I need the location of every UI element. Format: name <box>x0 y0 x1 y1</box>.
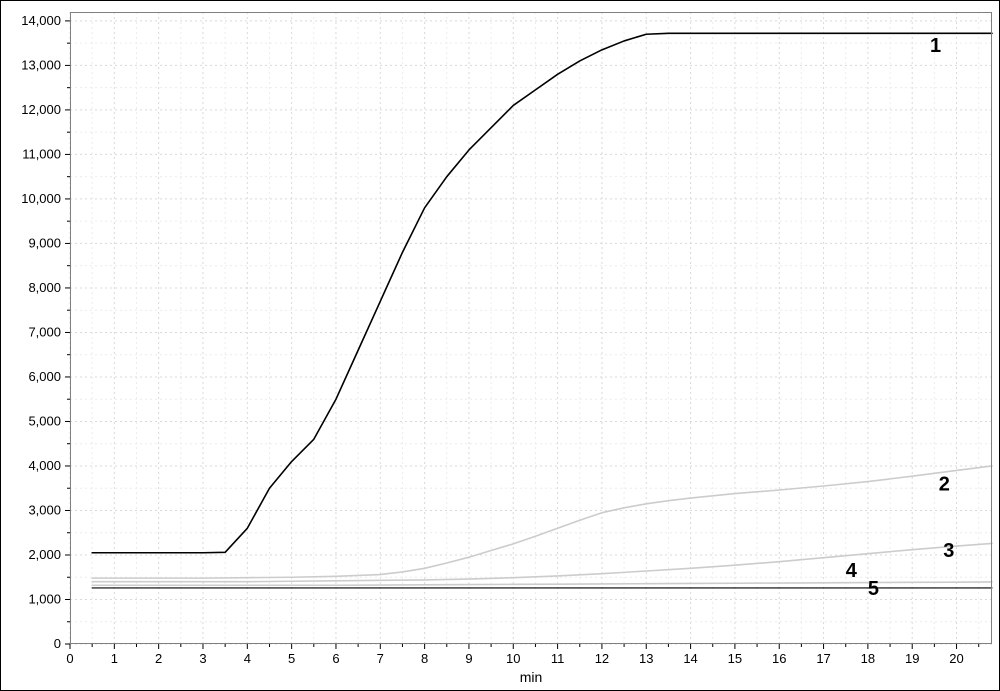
x-tick-label: 0 <box>66 651 73 666</box>
y-tick-label: 13,000 <box>21 57 61 72</box>
y-tick-label: 14,000 <box>21 13 61 28</box>
y-tick-label: 6,000 <box>28 369 61 384</box>
y-tick-label: 8,000 <box>28 280 61 295</box>
x-tick-label: 16 <box>772 651 786 666</box>
y-axis: 0 1,000 2,000 3,000 4,000 5,000 6,000 7,000 8,00… <box>21 13 70 651</box>
x-tick-label: 5 <box>288 651 295 666</box>
x-tick-label: 18 <box>861 651 875 666</box>
series-label-1: 1 <box>930 35 941 57</box>
y-tick-label: 4,000 <box>28 458 61 473</box>
x-tick-label: 14 <box>683 651 697 666</box>
x-tick-label: 7 <box>377 651 384 666</box>
series-label-5: 5 <box>868 578 879 600</box>
y-tick-label: 0 <box>54 636 61 651</box>
x-tick-label: 19 <box>905 651 919 666</box>
series-label-3: 3 <box>943 540 954 562</box>
chart-svg: 01234567891011121314151617181920min01,00… <box>0 0 1000 691</box>
x-axis: 01234567891011121314151617181920min <box>66 644 978 685</box>
y-tick-label: 10,000 <box>21 191 61 206</box>
x-tick-label: 13 <box>639 651 653 666</box>
y-tick-label: 9,000 <box>28 235 61 250</box>
x-tick-label: 6 <box>332 651 339 666</box>
x-tick-label: 12 <box>595 651 609 666</box>
x-axis-title: min <box>520 669 543 685</box>
x-tick-label: 4 <box>244 651 251 666</box>
series-label-2: 2 <box>939 473 950 495</box>
x-tick-label: 8 <box>421 651 428 666</box>
y-tick-label: 12,000 <box>21 102 61 117</box>
y-tick-label: 1,000 <box>28 591 61 606</box>
y-tick-label: 2,000 <box>28 547 61 562</box>
x-tick-label: 20 <box>949 651 963 666</box>
x-tick-label: 17 <box>816 651 830 666</box>
y-tick-label: 3,000 <box>28 502 61 517</box>
line-chart: 01234567891011121314151617181920min01,00… <box>0 0 1000 691</box>
y-tick-label: 11,000 <box>22 146 61 161</box>
y-tick-label: 7,000 <box>28 324 61 339</box>
x-tick-label: 15 <box>728 651 742 666</box>
x-tick-label: 9 <box>465 651 472 666</box>
y-tick-label: 5,000 <box>28 413 61 428</box>
x-tick-label: 2 <box>155 651 162 666</box>
x-tick-label: 3 <box>199 651 206 666</box>
x-tick-label: 1 <box>111 651 118 666</box>
x-tick-label: 10 <box>506 651 520 666</box>
series-label-4: 4 <box>846 560 858 582</box>
x-tick-label: 11 <box>551 651 565 666</box>
